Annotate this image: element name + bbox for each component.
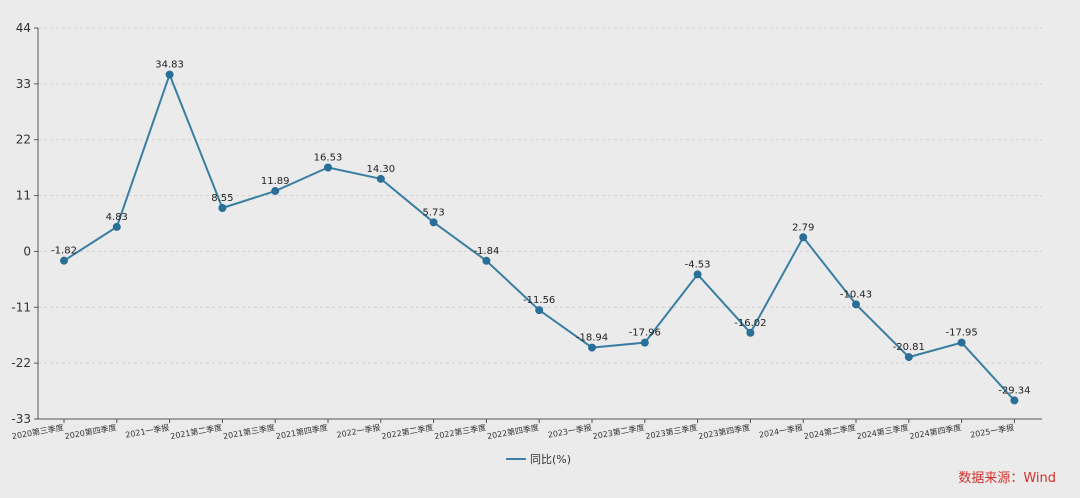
x-tick-label: 2023第三季度 — [645, 422, 698, 441]
data-point — [324, 163, 332, 172]
source-note: 数据来源：Wind — [958, 471, 1056, 486]
y-tick-label: 44 — [16, 21, 31, 35]
grid-lines — [38, 27, 1042, 364]
legend: 同比(%) — [506, 453, 571, 466]
x-tick-label: 2023一季报 — [547, 422, 592, 440]
data-point — [799, 233, 808, 242]
x-tick-label: 2021第三季度 — [222, 422, 275, 441]
data-point — [429, 218, 438, 227]
data-label: -11.56 — [523, 295, 555, 306]
data-point — [376, 174, 385, 183]
data-points — [60, 70, 1019, 405]
data-label: 2.79 — [792, 222, 814, 233]
data-label: 8.55 — [211, 193, 233, 204]
data-label: -29.34 — [998, 385, 1030, 396]
x-tick-label: 2020第四季度 — [64, 422, 117, 441]
x-tick-label: 2023第四季度 — [697, 422, 750, 441]
data-point — [746, 328, 755, 337]
data-point — [271, 187, 280, 196]
y-tick-label: -33 — [11, 412, 31, 426]
x-tick-label: 2024第二季度 — [803, 422, 856, 441]
axes — [34, 27, 1042, 423]
x-tick-label: 2021第四季度 — [275, 422, 328, 441]
y-tick-label: 11 — [16, 189, 31, 203]
data-point — [218, 204, 227, 213]
data-label: -17.96 — [629, 328, 661, 339]
x-axis-ticks: 2020第三季度 2020第四季度 2021一季报 2021第二季度 2021第三季度 2… — [11, 422, 1015, 441]
data-point — [588, 343, 596, 352]
y-tick-label: 33 — [16, 77, 31, 91]
data-label: -1.82 — [51, 246, 77, 257]
data-label: 5.73 — [422, 207, 444, 218]
x-tick-label: 2025一季报 — [969, 422, 1014, 440]
data-label: 16.53 — [314, 152, 343, 163]
data-point — [852, 300, 860, 309]
series-line — [63, 73, 1016, 402]
series-line-path — [63, 73, 1016, 402]
data-label: 14.30 — [366, 164, 395, 175]
y-tick-label: -11 — [11, 300, 31, 314]
y-axis-ticks: 44 33 22 11 0 -11 -22 -33 — [11, 21, 31, 426]
y-tick-label: -22 — [11, 356, 31, 370]
data-point — [60, 256, 68, 265]
x-tick-label: 2021一季报 — [125, 422, 170, 440]
data-label: -18.94 — [576, 333, 608, 344]
data-point — [640, 338, 649, 347]
data-point — [165, 70, 174, 79]
x-tick-label: 2023第二季度 — [592, 422, 645, 441]
legend-label: 同比(%) — [530, 453, 571, 466]
data-point — [482, 256, 491, 265]
data-label: -20.81 — [893, 342, 925, 353]
x-tick-label: 2024第三季度 — [856, 422, 909, 441]
x-tick-label: 2024第四季度 — [909, 422, 962, 441]
x-tick-label: 2022一季报 — [336, 422, 381, 440]
data-labels: -1.82 4.83 34.83 8.55 11.89 16.53 14.30 5.73 -1.… — [51, 60, 1030, 397]
data-point — [1010, 396, 1019, 405]
y-tick-label: 0 — [23, 244, 31, 258]
data-point — [904, 353, 913, 362]
x-tick-label: 2022第三季度 — [433, 422, 486, 441]
x-tick-label: 2024一季报 — [758, 422, 803, 440]
data-label: -16.02 — [734, 318, 766, 329]
data-label: -4.53 — [685, 259, 711, 270]
data-label: -17.95 — [945, 328, 977, 339]
data-point — [535, 306, 544, 315]
x-tick-label: 2022第四季度 — [486, 422, 539, 441]
y-tick-label: 22 — [16, 133, 31, 147]
x-tick-label: 2022第二季度 — [381, 422, 434, 441]
x-tick-label: 2021第二季度 — [169, 422, 222, 441]
data-label: 11.89 — [261, 176, 290, 187]
data-label: -1.84 — [473, 246, 499, 257]
data-point — [693, 270, 702, 279]
data-label: -10.43 — [840, 289, 872, 300]
data-label: 4.83 — [106, 212, 128, 223]
data-label: 34.83 — [155, 60, 184, 71]
data-point — [112, 222, 121, 231]
data-point — [957, 338, 966, 347]
